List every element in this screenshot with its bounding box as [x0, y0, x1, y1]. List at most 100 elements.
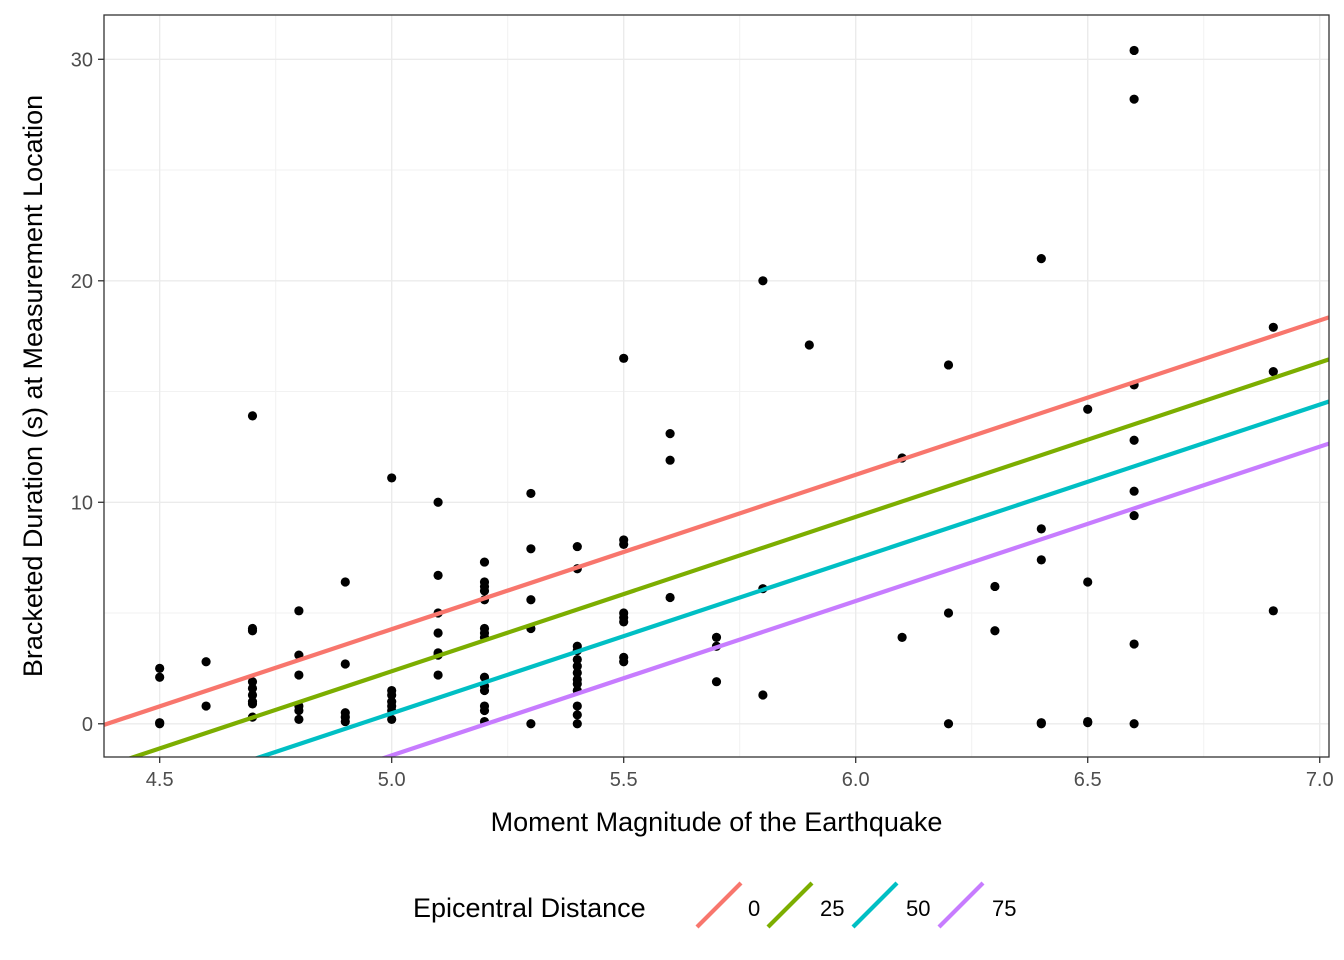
data-point	[294, 606, 304, 616]
data-point	[247, 683, 258, 693]
x-tick-label: 6.0	[842, 769, 870, 791]
data-point	[572, 710, 582, 720]
data-point	[294, 714, 304, 724]
y-axis-title: Bracketed Duration (s) at Measurement Lo…	[18, 95, 48, 677]
y-tick-label: 20	[71, 271, 93, 293]
data-point	[1083, 718, 1093, 728]
data-point	[619, 539, 629, 549]
data-point	[340, 716, 350, 727]
legend-label-50: 50	[906, 896, 930, 921]
x-tick-label: 7.0	[1306, 769, 1334, 791]
data-point	[247, 690, 258, 700]
legend-key-0	[695, 881, 743, 929]
data-point	[526, 595, 536, 605]
data-point	[155, 663, 165, 674]
x-axis-ticks: 4.5 5.0 5.5 6.0 6.5 7.0	[146, 757, 1334, 791]
data-point	[433, 570, 443, 580]
data-point	[804, 340, 814, 350]
y-tick-label: 10	[71, 492, 93, 514]
y-tick-label: 30	[71, 49, 93, 71]
fit-line-0	[104, 315, 1329, 727]
x-tick-label: 5.5	[610, 769, 638, 791]
data-point	[433, 497, 443, 507]
x-tick-label: 6.5	[1074, 769, 1102, 791]
data-point	[201, 701, 211, 711]
data-point	[247, 411, 258, 421]
data-point	[201, 657, 211, 667]
legend-title: Epicentral Distance	[413, 893, 646, 923]
data-point	[479, 705, 490, 716]
data-point	[619, 353, 629, 363]
data-point	[572, 701, 582, 711]
data-point	[943, 360, 954, 370]
data-point	[1129, 435, 1139, 445]
data-point	[1129, 486, 1139, 496]
data-point	[526, 719, 536, 729]
data-point	[711, 632, 722, 642]
data-point	[1036, 254, 1046, 264]
data-point	[155, 718, 165, 728]
data-point	[665, 455, 675, 465]
legend-label-0: 0	[748, 896, 760, 921]
data-point	[1129, 510, 1139, 521]
legend: Epicentral Distance 0 25 50 75	[413, 881, 1016, 929]
legend-key-75	[937, 881, 985, 929]
fit-line-50	[253, 399, 1329, 757]
data-point	[247, 677, 258, 687]
data-point	[572, 679, 582, 689]
x-tick-label: 5.0	[378, 769, 406, 791]
minor-gridlines	[104, 15, 1329, 757]
fit-line-75	[380, 441, 1329, 757]
data-point	[387, 473, 397, 483]
data-point	[572, 654, 582, 665]
data-points	[155, 45, 1278, 729]
data-point	[479, 685, 490, 696]
data-point	[1129, 94, 1139, 104]
data-point	[387, 690, 397, 700]
regression-lines	[104, 315, 1329, 757]
data-point	[758, 276, 768, 286]
x-tick-label: 4.5	[146, 769, 174, 791]
data-point	[1129, 719, 1139, 729]
legend-label-25: 25	[820, 896, 844, 921]
legend-key-25	[766, 881, 814, 929]
data-point	[619, 617, 629, 627]
data-point	[1268, 606, 1278, 616]
data-point	[572, 668, 582, 678]
data-point	[1083, 577, 1093, 587]
data-point	[572, 541, 582, 552]
data-point	[897, 632, 907, 642]
data-point	[1083, 404, 1093, 414]
data-point	[572, 719, 582, 729]
data-point	[1129, 639, 1139, 649]
data-point	[340, 659, 350, 669]
x-axis-title: Moment Magnitude of the Earthquake	[491, 807, 943, 837]
data-point	[479, 557, 490, 567]
fit-line-25	[127, 357, 1329, 757]
data-point	[943, 608, 954, 618]
data-point	[479, 586, 490, 596]
data-point	[711, 677, 722, 687]
data-point	[387, 714, 397, 724]
data-point	[1036, 524, 1046, 534]
data-point	[1268, 322, 1278, 332]
data-point	[1129, 45, 1139, 56]
panel-border	[103, 14, 1330, 758]
legend-label-75: 75	[992, 896, 1016, 921]
data-point	[1036, 555, 1046, 565]
data-point	[247, 699, 258, 709]
data-point	[943, 719, 954, 729]
data-point	[665, 592, 675, 603]
data-point	[433, 670, 443, 680]
data-point	[990, 626, 1000, 636]
data-point	[340, 577, 350, 587]
data-point	[572, 661, 582, 671]
data-point	[433, 628, 443, 638]
legend-keys: 0 25 50 75	[695, 881, 1016, 929]
major-gridlines	[104, 15, 1329, 757]
data-point	[1036, 718, 1046, 728]
data-point	[526, 488, 536, 499]
data-point	[155, 672, 165, 682]
